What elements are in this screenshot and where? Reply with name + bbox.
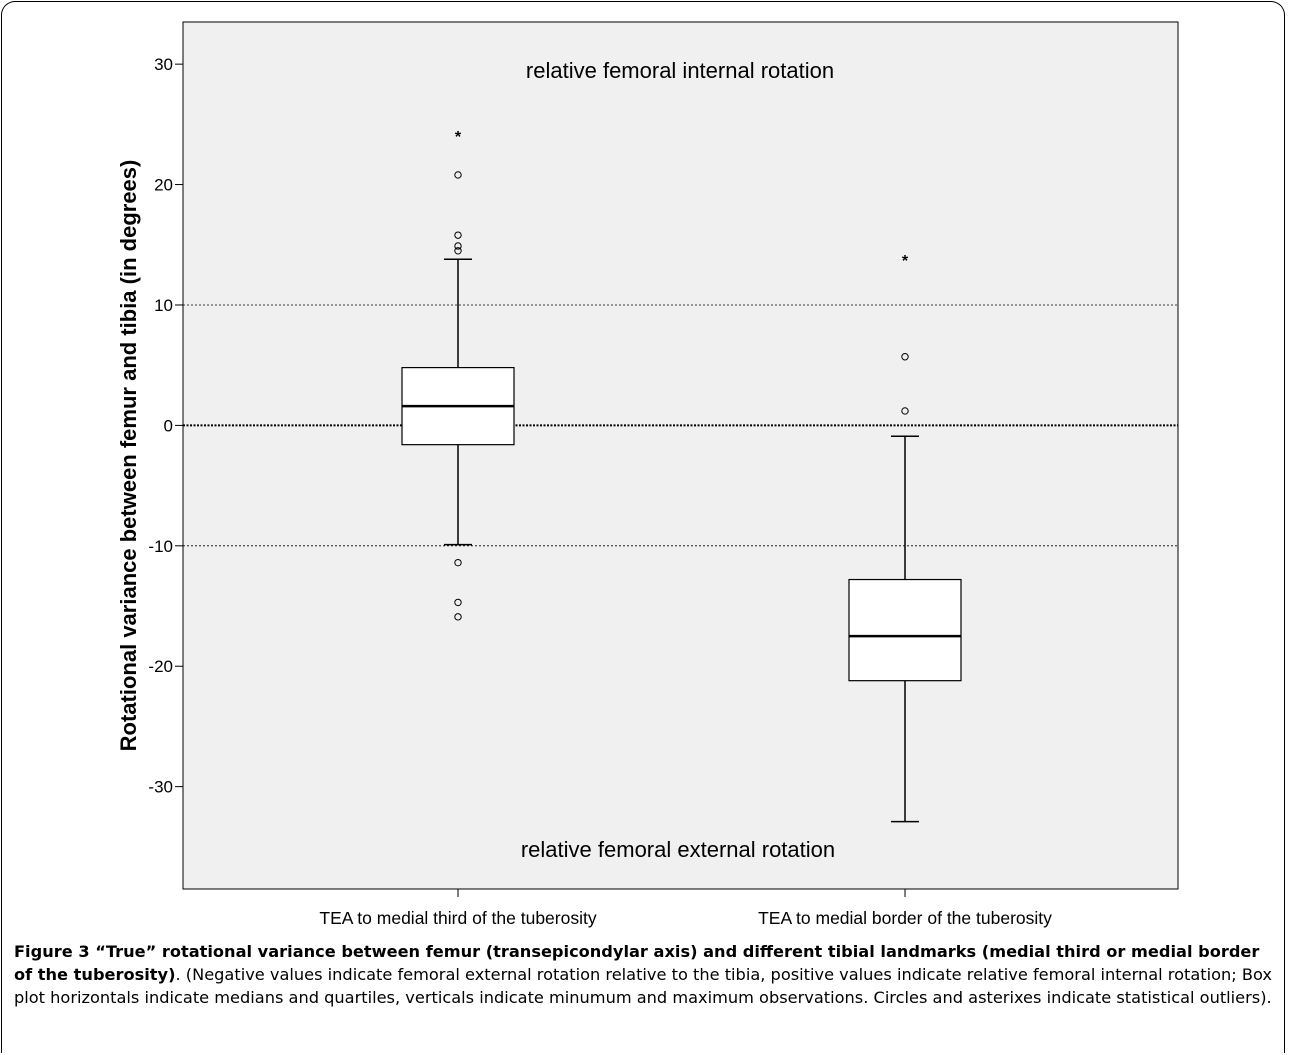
caption-body: . (Negative values indicate femoral exte… <box>14 965 1272 1007</box>
y-tick-label: -10 <box>148 537 173 556</box>
outlier-circle <box>454 242 462 250</box>
y-tick-label: 0 <box>164 416 173 435</box>
box-group: * <box>401 129 515 621</box>
box-iqr <box>848 578 962 682</box>
outlier-circle <box>901 353 909 361</box>
y-tick-label: 30 <box>154 55 173 74</box>
y-tick-label: -20 <box>148 657 173 676</box>
y-tick-label: 20 <box>154 176 173 195</box>
outlier-circle <box>454 171 462 179</box>
box-group: * <box>848 253 962 823</box>
outlier-circle <box>901 407 909 415</box>
figure-caption: Figure 3 “True” rotational variance betw… <box>14 940 1278 1009</box>
x-tick-label: TEA to medial border of the tuberosity <box>758 908 1052 928</box>
outlier-circle <box>454 598 462 607</box>
outlier-circle <box>454 231 462 239</box>
caption-title: Figure 3 “True” rotational variance betw… <box>14 942 1260 984</box>
box-plot-chart: 30 20 10 0 -10 -20 -30 Rotational variance betw… <box>116 21 1179 928</box>
outlier-circle <box>454 247 462 255</box>
annotation-top: relative femoral internal rotation <box>526 58 834 83</box>
outlier-star: * <box>455 129 462 146</box>
plot-area <box>182 21 1179 890</box>
y-axis-label: Rotational variance between femur and ti… <box>116 160 141 752</box>
outlier-circle <box>454 613 462 621</box>
annotation-bottom: relative femoral external rotation <box>521 837 835 862</box>
y-tick-label: 10 <box>154 296 173 315</box>
outlier-star: * <box>902 253 909 270</box>
y-tick-label: -30 <box>148 778 173 797</box>
x-tick-label: TEA to medial third of the tuberosity <box>319 908 596 928</box>
outlier-circle <box>454 558 462 567</box>
